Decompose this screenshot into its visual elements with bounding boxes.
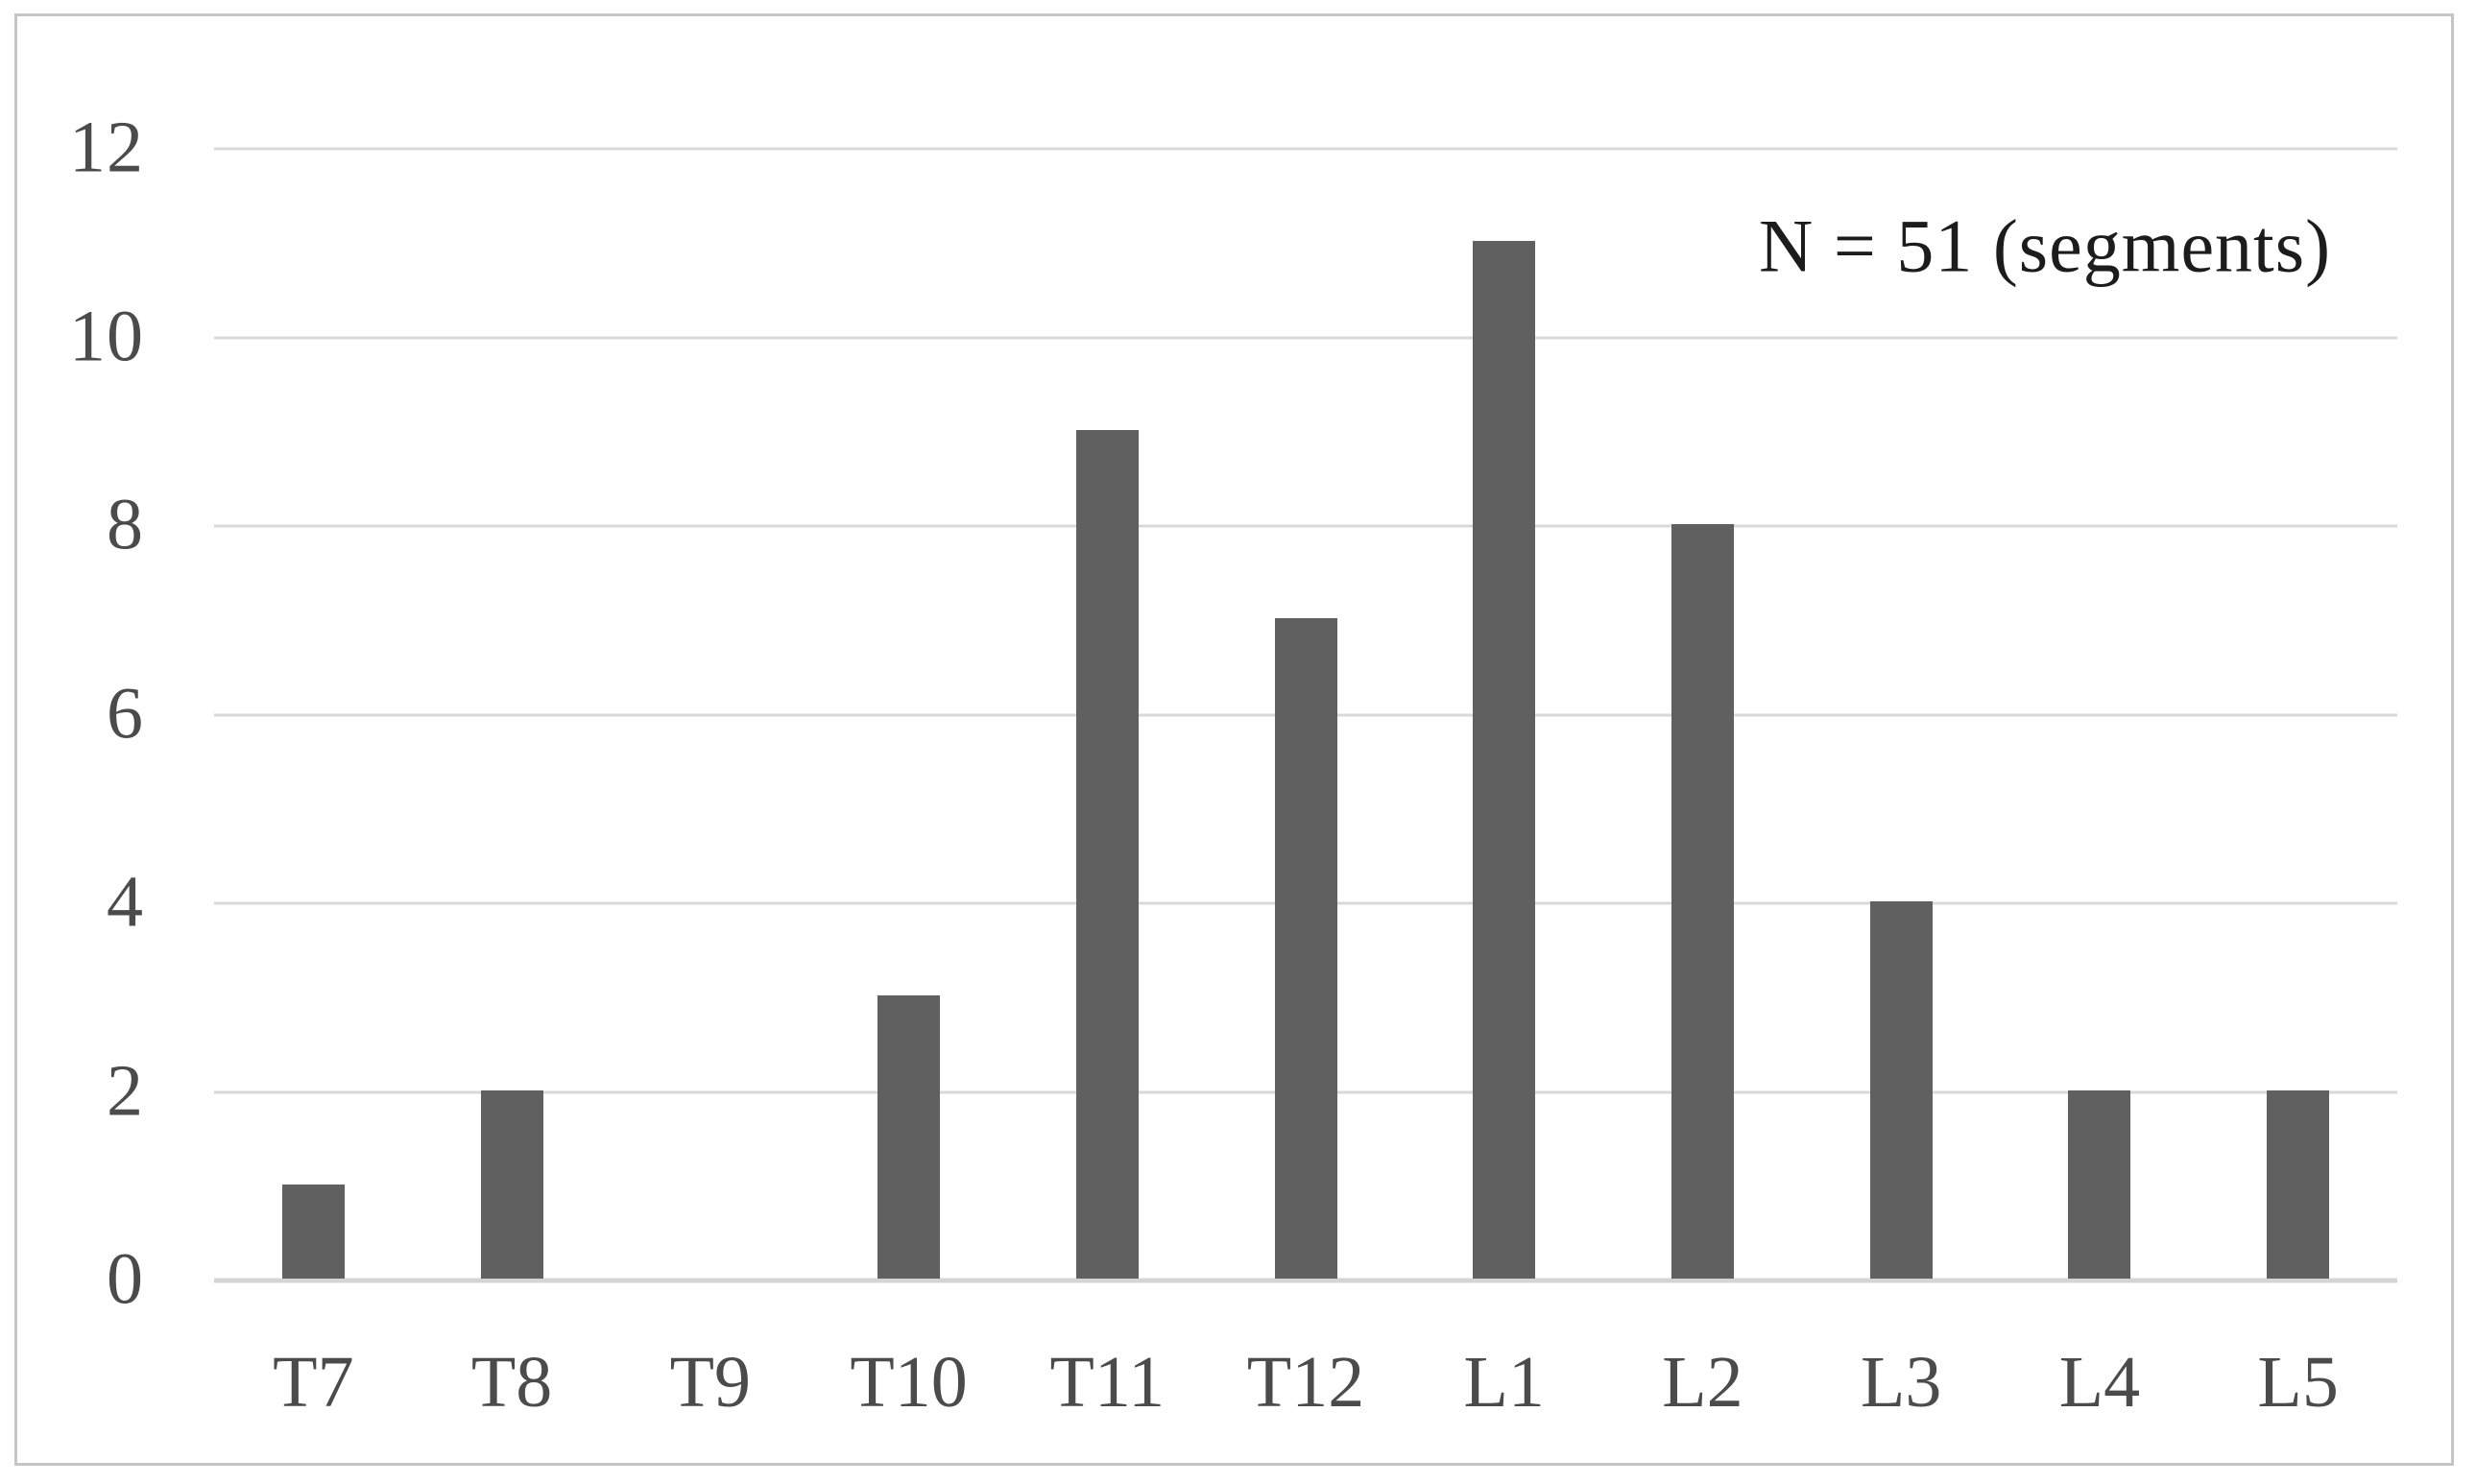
bar-T12 (1274, 618, 1337, 1279)
bar-L5 (2267, 1089, 2330, 1279)
bar-L1 (1473, 241, 1536, 1279)
plot-area (214, 147, 2397, 1283)
x-tick-label: T12 (1246, 1342, 1365, 1423)
sample-size-annotation: N = 51 (segments) (1759, 203, 2332, 288)
x-tick-label: T8 (470, 1342, 553, 1423)
x-tick-label: T9 (669, 1342, 752, 1423)
y-tick-label: 12 (69, 107, 144, 188)
gridline (214, 336, 2397, 339)
x-tick-label: L1 (1463, 1342, 1545, 1423)
bar-T10 (877, 995, 941, 1279)
bar-L4 (2068, 1089, 2131, 1279)
y-tick-label: 2 (107, 1049, 144, 1131)
y-tick-label: 4 (107, 861, 144, 943)
gridline (214, 147, 2397, 151)
gridline (214, 524, 2397, 528)
x-tick-label: L2 (1662, 1342, 1743, 1423)
chart-frame (14, 13, 2454, 1466)
x-axis-baseline (214, 1278, 2397, 1283)
y-tick-label: 8 (107, 484, 144, 565)
y-tick-label: 10 (69, 295, 144, 376)
bar-L3 (1869, 901, 1933, 1279)
y-tick-label: 6 (107, 672, 144, 754)
bar-T11 (1075, 429, 1139, 1279)
x-tick-label: T7 (273, 1342, 354, 1423)
x-tick-label: L5 (2257, 1342, 2339, 1423)
bar-T7 (281, 1184, 345, 1279)
x-tick-label: T11 (1049, 1342, 1166, 1423)
x-tick-label: L3 (1860, 1342, 1942, 1423)
x-tick-label: T10 (850, 1342, 968, 1423)
bar-T8 (480, 1089, 543, 1279)
x-tick-label: L4 (2058, 1342, 2141, 1423)
y-tick-label: 0 (107, 1238, 144, 1320)
bar-L2 (1671, 524, 1734, 1279)
